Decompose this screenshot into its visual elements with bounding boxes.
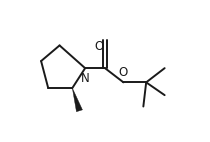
Text: N: N bbox=[81, 72, 89, 85]
Text: O: O bbox=[119, 66, 128, 79]
Polygon shape bbox=[72, 88, 82, 112]
Text: O: O bbox=[95, 40, 104, 53]
